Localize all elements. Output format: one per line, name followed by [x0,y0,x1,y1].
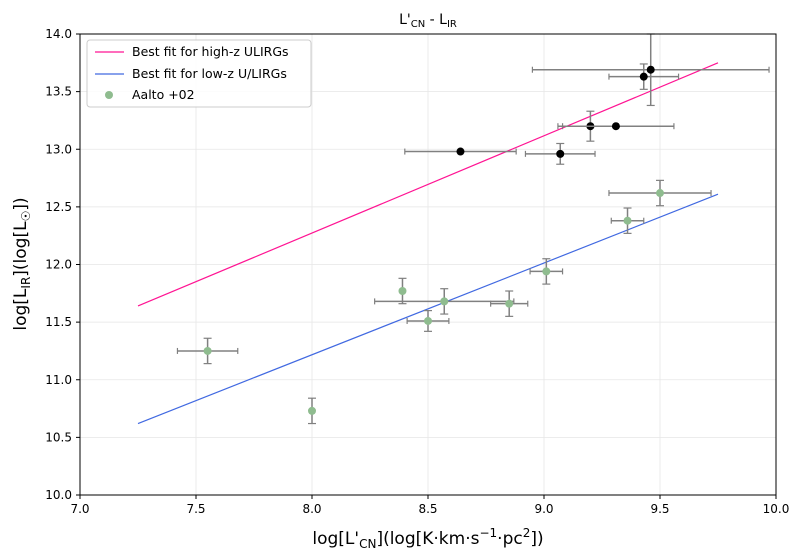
y-tick-label: 10.5 [45,430,72,444]
y-tick-label: 10.0 [45,488,72,502]
legend: Best fit for high-z ULIRGs Best fit for … [86,39,312,108]
y-tick-label: 11.5 [45,315,72,329]
x-tick-label: 8.5 [418,502,437,516]
data-point-aalto [656,189,664,198]
data-point-high-z [611,122,620,131]
x-tick-label: 9.5 [650,502,669,516]
data-point-aalto [542,267,551,276]
y-tick-label: 14.0 [45,27,72,41]
x-axis-label: log[L'CN](log[K·km·s−1·pc2]) [312,526,543,551]
x-tick-label: 7.0 [70,502,89,516]
legend-swatch-aalto [105,91,113,99]
data-point-aalto [623,216,632,225]
grid [79,33,777,496]
chart-title: L'CN - LIR [399,12,457,30]
y-tick-label: 11.0 [45,373,72,387]
x-tick-label: 10.0 [763,502,790,516]
y-tick-label: 13.5 [45,85,72,99]
y-axis-label: log[LIR](log[L☉]) [11,197,33,330]
fit-line-high-z [137,62,719,307]
data-point-aalto [308,406,316,415]
data-point-aalto [424,316,432,325]
data-point-high-z [646,65,655,74]
data-point-high-z [456,147,465,156]
data-point-aalto [398,287,407,296]
legend-label-high-z: Best fit for high-z ULIRGs [132,44,289,59]
y-tick-label: 12.5 [45,200,72,214]
data-point-aalto [505,299,514,308]
y-tick-label: 12.0 [45,258,72,272]
fit-line-low-z [137,193,719,425]
data-point-aalto [440,297,449,306]
data-point-high-z [556,149,565,158]
x-tick-label: 7.5 [186,502,205,516]
x-tick-label: 9.0 [534,502,553,516]
legend-label-low-z: Best fit for low-z U/LIRGs [132,66,287,81]
plot-frame [79,33,777,496]
data-point-high-z [639,72,648,81]
data-point-aalto [203,346,212,355]
axis-ticks: 7.0 7.5 8.0 8.5 9.0 9.5 10.0 10.0 10.5 11.0 11.5 12… [45,27,789,516]
legend-label-aalto: Aalto +02 [132,87,195,102]
x-tick-label: 8.0 [302,502,321,516]
y-tick-label: 13.0 [45,142,72,156]
plot-series [137,33,770,425]
